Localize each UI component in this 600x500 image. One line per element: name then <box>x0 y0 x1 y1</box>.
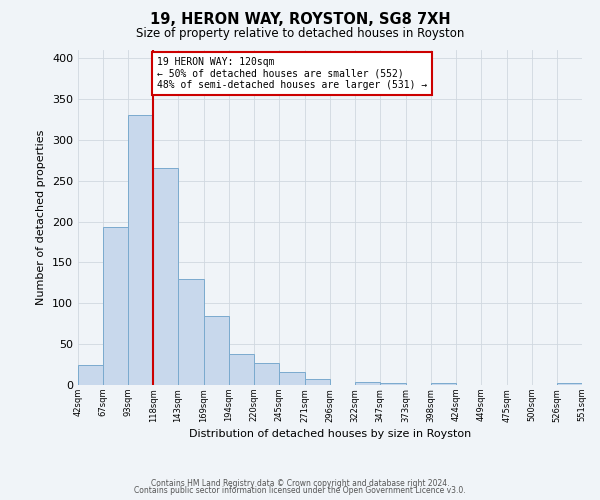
Text: 19 HERON WAY: 120sqm
← 50% of detached houses are smaller (552)
48% of semi-deta: 19 HERON WAY: 120sqm ← 50% of detached h… <box>157 56 427 90</box>
Bar <box>431 382 456 385</box>
Bar <box>229 354 254 385</box>
Bar <box>380 382 406 385</box>
Bar <box>128 116 153 385</box>
Y-axis label: Number of detached properties: Number of detached properties <box>37 130 46 305</box>
Bar <box>204 316 229 385</box>
Text: Contains public sector information licensed under the Open Government Licence v3: Contains public sector information licen… <box>134 486 466 495</box>
Bar <box>355 382 380 385</box>
Text: Contains HM Land Registry data © Crown copyright and database right 2024.: Contains HM Land Registry data © Crown c… <box>151 478 449 488</box>
Bar <box>305 380 329 385</box>
Bar <box>254 363 279 385</box>
Bar <box>103 228 128 385</box>
Bar <box>153 168 178 385</box>
Bar <box>279 372 305 385</box>
Text: 19, HERON WAY, ROYSTON, SG8 7XH: 19, HERON WAY, ROYSTON, SG8 7XH <box>149 12 451 28</box>
Bar <box>178 279 204 385</box>
Text: Size of property relative to detached houses in Royston: Size of property relative to detached ho… <box>136 28 464 40</box>
Bar <box>557 384 582 385</box>
X-axis label: Distribution of detached houses by size in Royston: Distribution of detached houses by size … <box>189 428 471 438</box>
Bar <box>78 364 103 385</box>
